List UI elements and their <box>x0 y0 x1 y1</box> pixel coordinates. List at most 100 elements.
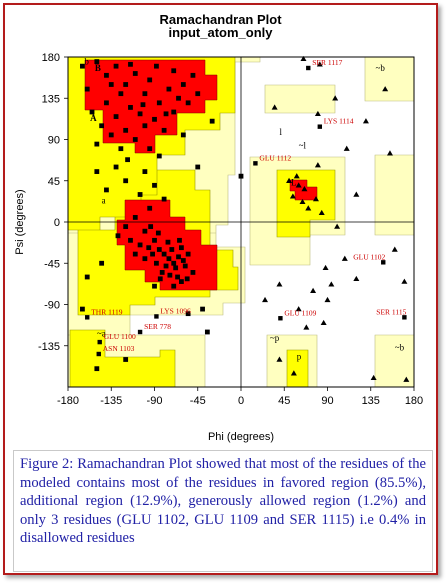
residue-point <box>167 272 173 278</box>
residue-point <box>104 72 109 78</box>
residue-point <box>314 110 321 117</box>
residue-point <box>341 255 348 261</box>
residue-point <box>113 114 119 119</box>
residue-point <box>262 296 269 303</box>
residue-point <box>84 274 90 280</box>
residue-point <box>324 296 331 303</box>
residue-point <box>171 260 177 266</box>
region-label: ~b <box>395 342 405 352</box>
region-label: l <box>279 127 282 137</box>
residue-point <box>154 260 159 266</box>
residue-labels: SER 1117 LYS 1114 GLU 1112 GLU 1102 SER 1115… <box>85 58 407 357</box>
residue-point <box>152 237 157 243</box>
labeled-residue-point <box>317 124 323 129</box>
y-tick-label: 0 <box>54 217 60 229</box>
residue-point <box>370 374 377 381</box>
x-tick-label: -135 <box>100 395 122 407</box>
residue-point <box>148 224 154 229</box>
residue-point <box>343 145 350 151</box>
labeled-residue-point <box>402 315 407 320</box>
quadrant-lines <box>68 57 414 387</box>
residue-point <box>123 357 129 362</box>
residue-point <box>137 242 143 248</box>
x-tick-label: 180 <box>405 395 423 407</box>
residue-points <box>80 55 410 382</box>
region-label: ~b <box>376 63 386 73</box>
labeled-residue-point <box>96 351 101 357</box>
residue-point <box>177 237 182 243</box>
residue-point <box>159 270 165 275</box>
residue-point <box>276 356 283 362</box>
residue-point <box>322 264 329 271</box>
residue-point <box>312 196 319 202</box>
residue-point <box>401 278 408 284</box>
residue-point <box>391 246 398 252</box>
residue-point <box>175 274 180 280</box>
residue-point <box>362 118 369 124</box>
residue-point <box>128 61 133 67</box>
y-tick-label: -90 <box>44 300 60 312</box>
residue-point <box>176 254 181 260</box>
residue-point <box>146 245 152 251</box>
region-label: p <box>297 352 302 362</box>
region-label: a <box>102 196 106 206</box>
region-label: b <box>84 56 89 66</box>
residue-point <box>171 68 177 74</box>
labeled-residue-point <box>381 260 386 265</box>
residue-point <box>176 95 181 101</box>
residue-point <box>150 251 155 257</box>
y-tick-label: 90 <box>48 135 60 147</box>
residue-point <box>123 178 129 184</box>
residue-point <box>334 223 341 229</box>
residue-point <box>209 118 215 124</box>
residue-point <box>190 72 196 78</box>
residue-point <box>132 215 138 220</box>
x-tick-label: 0 <box>238 395 244 407</box>
residue-point <box>94 169 100 174</box>
residue-point <box>318 209 325 216</box>
residue-point <box>99 260 105 266</box>
residue-point <box>157 276 163 282</box>
labeled-residue-point <box>97 339 102 345</box>
residue-point <box>328 281 335 287</box>
residue-point <box>180 82 186 87</box>
residue-point <box>104 187 109 193</box>
residue-point <box>89 109 95 115</box>
residue-label: SER 1117 <box>312 58 342 67</box>
residue-point <box>353 191 360 197</box>
residue-label: LYS 1114 <box>324 117 354 126</box>
residue-point <box>140 102 146 108</box>
residue-point <box>147 205 153 211</box>
labeled-residue-point <box>278 316 283 321</box>
residue-label: GLU 1102 <box>353 252 385 261</box>
residue-point <box>286 177 293 183</box>
residue-point <box>113 164 119 170</box>
residue-point <box>290 370 297 376</box>
axis-ticks <box>64 56 415 391</box>
residue-point <box>118 146 124 152</box>
residue-point <box>403 376 410 382</box>
chart-title: Ramachandran Plot <box>159 12 282 27</box>
residue-point <box>94 141 100 147</box>
y-tick-label: -45 <box>44 258 60 270</box>
residue-label: ASN 1103 <box>103 344 135 353</box>
residue-point <box>184 276 190 282</box>
residue-point <box>305 205 312 211</box>
residue-point <box>179 279 184 284</box>
residue-point <box>332 95 339 101</box>
residue-point <box>152 116 157 122</box>
y-axis-label: Psi (degrees) <box>14 189 26 254</box>
residue-label: LYS 1096 <box>160 306 191 315</box>
y-tick-label: -135 <box>38 341 60 353</box>
residue-point <box>182 263 188 269</box>
residue-point <box>316 61 323 67</box>
residue-point <box>132 71 138 76</box>
residue-point <box>314 162 321 168</box>
residue-label: GLU 1100 <box>104 332 136 341</box>
residue-point <box>238 173 244 179</box>
residue-point <box>165 239 171 245</box>
residue-point <box>293 173 300 179</box>
figure-caption: Figure 2: Ramachandran Plot showed that … <box>13 450 433 572</box>
residue-point <box>80 306 85 312</box>
